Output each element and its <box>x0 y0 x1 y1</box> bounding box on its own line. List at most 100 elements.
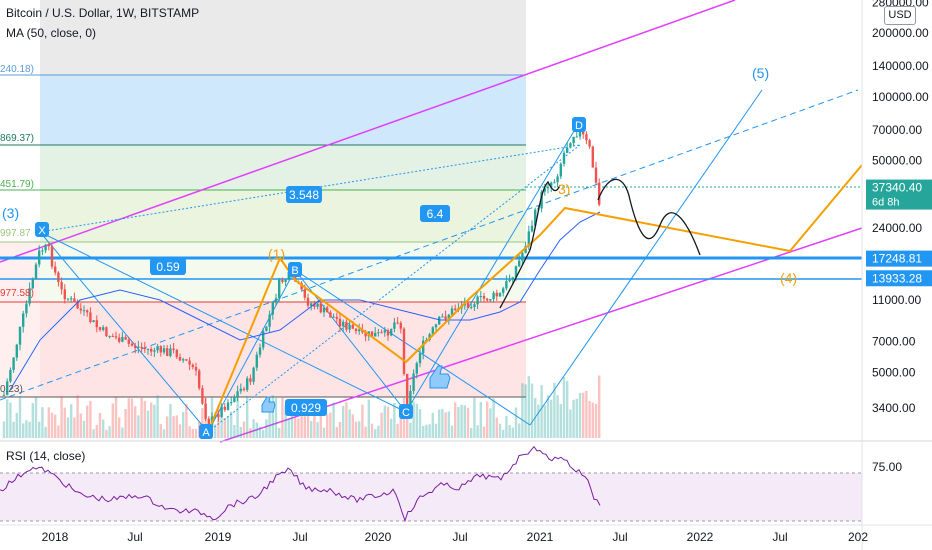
candle-body <box>438 316 441 325</box>
rsi-indicator-label: RSI (14, close) <box>6 449 86 463</box>
volume-bar <box>345 402 348 438</box>
candle-body <box>489 299 492 301</box>
candle-body <box>265 326 268 332</box>
candle-body <box>73 298 76 303</box>
candle-body <box>239 388 242 392</box>
candle-body <box>470 306 473 308</box>
orange-wave[interactable] <box>207 164 863 433</box>
candle-body <box>60 282 63 290</box>
candle-body <box>102 327 105 330</box>
rsi-line <box>0 445 601 523</box>
volume-bar <box>47 407 50 438</box>
candle-body <box>18 326 22 345</box>
candle-body <box>223 406 226 410</box>
candle-body <box>249 378 252 382</box>
candle-body <box>9 369 12 382</box>
candle-body <box>236 391 239 397</box>
volume-bar <box>457 406 460 438</box>
price-badges: 37340.40 6d 8h 17248.81 13933.28 <box>866 179 932 287</box>
candle-body <box>406 373 409 405</box>
candle-body <box>34 264 38 280</box>
volume-bar <box>82 420 86 438</box>
candle-body <box>546 187 550 189</box>
volume-bar <box>431 412 434 438</box>
price-candles <box>2 124 601 431</box>
x-tick-label: 2021 <box>527 530 554 544</box>
candle-body <box>108 336 111 338</box>
candle-body <box>326 307 329 313</box>
candle-body <box>422 340 425 354</box>
volume-bar <box>460 404 463 438</box>
volume-bar <box>476 425 479 438</box>
candle-body <box>38 250 41 265</box>
volume-bar <box>479 401 482 438</box>
volume-bar <box>502 429 505 438</box>
volume-bar <box>38 421 41 438</box>
volume-bar <box>550 399 553 438</box>
volume-bar <box>399 418 402 438</box>
candle-body <box>70 298 73 300</box>
volume-bar <box>249 428 252 438</box>
volume-bar <box>559 403 562 438</box>
volume-bars <box>2 375 601 438</box>
volume-bar <box>28 421 31 438</box>
volume-bar <box>444 412 447 438</box>
candle-body <box>159 346 162 353</box>
volume-bar <box>534 398 537 438</box>
volume-bar <box>201 408 204 438</box>
volume-bar <box>57 425 60 438</box>
candle-body <box>124 336 127 340</box>
candle-body <box>15 344 18 358</box>
candle-body <box>486 298 489 301</box>
volume-bar <box>326 414 329 438</box>
candle-body <box>153 350 156 352</box>
volume-bar <box>86 405 89 438</box>
candle-body <box>140 346 143 348</box>
time-axis[interactable]: 2018 Jul 2019 Jul 2020 Jul 2021 Jul 2022 Jul 202 <box>42 530 869 544</box>
candle-body <box>550 182 553 188</box>
candle-body <box>482 295 486 299</box>
ma-line <box>9 211 601 391</box>
volume-bar <box>383 405 386 438</box>
volume-bar <box>425 424 428 438</box>
candle-body <box>332 316 335 318</box>
rsi-tick-75: 75.00 <box>872 460 902 474</box>
volume-bar <box>409 422 412 438</box>
candle-body <box>185 359 188 361</box>
price-axis[interactable]: 280000.00 200000.00 140000.00 100000.00 7000… <box>872 0 929 415</box>
candle-body <box>146 348 150 350</box>
volume-bar <box>89 400 92 438</box>
candle-body <box>348 324 351 330</box>
black-projection[interactable] <box>597 178 701 256</box>
volume-bar <box>297 418 300 438</box>
volume-bar <box>495 417 498 438</box>
candle-body <box>175 349 178 357</box>
y-tick-label: 11000.00 <box>872 293 921 307</box>
y-tick-label: 7000.00 <box>872 335 916 349</box>
candle-body <box>246 378 249 390</box>
candle-body <box>303 289 306 298</box>
pattern-points[interactable]: X A B C D <box>35 117 586 439</box>
volume-bar <box>361 404 364 438</box>
candle-body <box>54 266 57 273</box>
volume-bar <box>73 417 76 438</box>
volume-bar <box>70 404 73 438</box>
candle-body <box>431 327 434 335</box>
volume-bar <box>146 410 150 438</box>
wave-5: (5) <box>752 65 769 81</box>
candle-body <box>76 302 79 309</box>
candle-body <box>63 289 66 300</box>
currency-button[interactable]: USD <box>884 6 916 25</box>
teal-zone <box>40 145 526 190</box>
volume-bar <box>454 402 457 438</box>
candle-body <box>143 347 146 350</box>
candle-body <box>284 279 287 282</box>
ratio-labels[interactable]: 3.548 6.4 0.59 0.929 <box>150 186 450 416</box>
candle-body <box>527 231 530 247</box>
volume-bar <box>566 380 569 438</box>
volume-bar <box>396 423 399 438</box>
volume-bar <box>111 403 114 438</box>
volume-bar <box>530 383 534 438</box>
volume-bar <box>588 401 591 438</box>
